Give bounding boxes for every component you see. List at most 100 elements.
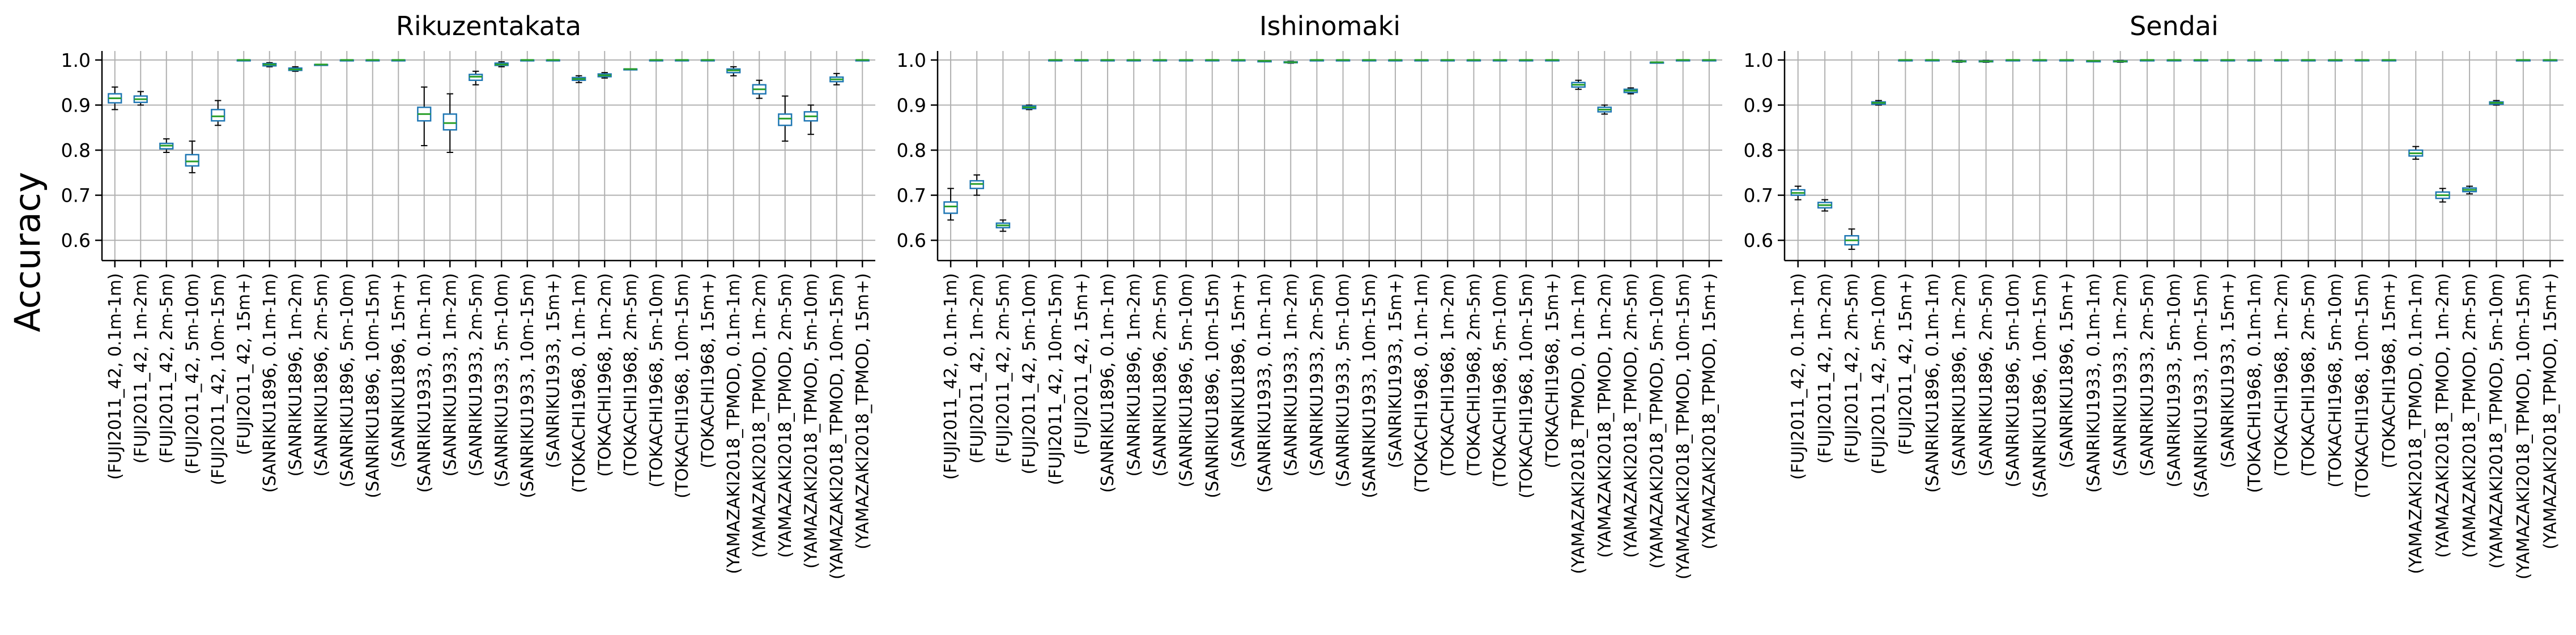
x-tick-label: (YAMAZAKI2018_TPMOD, 10m-15m) [827,273,847,579]
box-plot [2543,59,2558,62]
chart-panel: Ishinomaki 0.6 0.7 0.8 0.9 1.0 (FUJI2011_42, 0… [897,11,1722,579]
x-tick-label: (YAMAZAKI2018_TPMOD, 0.1m-1m) [724,273,744,574]
x-tick-label: (YAMAZAKI2018_TPMOD, 10m-15m) [2514,273,2534,579]
box-plot [1952,59,1967,63]
y-tick-label: 0.7 [61,185,91,207]
x-tick-label: (SANRIKU1933, 10m-15m) [2191,273,2211,498]
x-tick-label: (TOKACHI1968, 2m-5m) [621,273,641,477]
box-plot [365,59,380,62]
x-tick-label: (FUJI2011_42, 2m-5m) [1842,273,1862,463]
box-plot [546,59,560,62]
box-iqr [211,109,225,122]
box-plot [494,61,509,67]
x-tick-label: (TOKACHI1968, 15m+) [2379,273,2399,468]
box-plot [2139,59,2155,62]
x-tick-label: (SANRIKU1896, 5m-10m) [2003,273,2023,487]
box-plot [649,59,663,62]
box-plot [1204,59,1220,62]
box-plot [2408,146,2424,160]
y-tick-label: 0.9 [897,94,926,116]
x-tick-label: (TOKACHI1968, 5m-10m) [646,273,666,488]
chart-title: Sendai [2130,11,2219,41]
x-tick-label: (FUJI2011_42, 5m-10m) [182,273,202,474]
x-tick-label: (FUJI2011_42, 15m+) [1072,273,1092,455]
y-tick-label: 0.9 [1744,94,1773,116]
box-plot [2274,59,2289,62]
x-tick-label: (SANRIKU1933, 15m+) [1386,273,1406,468]
x-tick-label: (YAMAZAKI2018_TPMOD, 5m-10m) [1647,273,1667,569]
box-plot [1871,100,1887,106]
x-tick-label: (SANRIKU1933, 0.1m-1m) [2084,273,2104,493]
x-tick-label: (SANRIKU1933, 1m-2m) [440,273,460,476]
x-tick-label: (YAMAZAKI2018_TPMOD, 15m+) [2540,273,2560,549]
x-tick-label: (SANRIKU1896, 15m+) [2057,273,2077,468]
y-tick-label: 0.6 [897,229,926,252]
box-plot [2381,59,2396,62]
box-iqr [778,113,793,126]
figure-ylabel: Accuracy [7,172,48,332]
x-tick-label: (TOKACHI1968, 2m-5m) [2299,273,2319,477]
x-tick-label: (YAMAZAKI2018_TPMOD, 10m-15m) [1674,273,1693,579]
chart-panel: Rikuzentakata 0.6 0.7 0.8 0.9 1.0 (FUJI2011_42… [61,11,875,579]
y-tick-label: 0.8 [1744,139,1773,161]
x-tick-label: (YAMAZAKI2018_TPMOD, 0.1m-1m) [2406,273,2426,574]
box-plot [1924,59,1940,62]
box-plot [1545,59,1560,62]
x-tick-label: (SANRIKU1933, 2m-5m) [466,273,486,476]
x-tick-label: (TOKACHI1968, 10m-15m) [2352,273,2372,498]
x-tick-label: (SANRIKU1933, 2m-5m) [2138,273,2157,476]
x-tick-label: (FUJI2011_42, 0.1m-1m) [1789,273,1808,480]
y-tick-label: 0.8 [897,139,926,161]
box-plot [2301,59,2316,62]
x-tick-label: (TOKACHI1968, 1m-2m) [595,273,615,477]
x-tick-label: (FUJI2011_42, 5m-10m) [1020,273,1040,474]
box-plot [159,138,174,154]
x-tick-label: (SANRIKU1933, 0.1m-1m) [1255,273,1275,493]
box-plot [1335,59,1351,62]
box-plot [2086,60,2101,63]
x-tick-label: (FUJI2011_42, 0.1m-1m) [105,273,125,480]
box-plot [2005,59,2021,62]
box-plot [1817,199,1833,212]
x-tick-label: (TOKACHI1968, 0.1m-1m) [2245,273,2265,493]
box-plot [469,70,483,86]
box-plot [700,59,715,62]
box-plot [2166,59,2182,62]
x-tick-label: (SANRIKU1896, 1m-2m) [1124,273,1144,476]
x-tick-label: (SANRIKU1933, 5m-10m) [492,273,512,487]
x-tick-label: (SANRIKU1933, 10m-15m) [1360,273,1379,498]
box-plot [778,95,793,142]
x-tick-label: (SANRIKU1896, 5m-10m) [1177,273,1197,487]
box-plot [1414,59,1429,62]
y-tick-label: 1.0 [897,49,926,71]
box-plot [520,59,535,62]
box-plot [1021,104,1037,110]
box-plot [995,219,1011,232]
x-tick-label: (FUJI2011_42, 0.1m-1m) [941,273,961,480]
box-plot [1466,59,1481,62]
box-plot [2462,185,2477,195]
box-plot [339,59,354,62]
x-tick-label: (SANRIKU1896, 2m-5m) [1977,273,1996,476]
x-tick-label: (FUJI2011_42, 1m-2m) [967,273,987,463]
box-plot [572,75,586,83]
box-plot [623,68,638,71]
x-tick-label: (YAMAZAKI2018_TPMOD, 2m-5m) [776,273,795,558]
box-plot [969,174,985,196]
x-tick-label: (SANRIKU1896, 2m-5m) [312,273,331,476]
box-plot [1100,59,1115,62]
box-plot [1978,59,1994,63]
x-tick-label: (YAMAZAKI2018_TPMOD, 0.1m-1m) [1569,273,1589,574]
box-plot [597,72,612,79]
x-tick-label: (SANRIKU1933, 0.1m-1m) [415,273,435,493]
box-plot [1571,79,1586,90]
y-tick-label: 1.0 [1744,49,1773,71]
x-tick-label: (FUJI2011_42, 15m+) [234,273,254,455]
x-tick-label: (SANRIKU1933, 5m-10m) [2165,273,2185,487]
box-plot [2354,59,2370,62]
x-tick-label: (TOKACHI1968, 5m-10m) [2326,273,2345,488]
box-plot [1126,59,1142,62]
x-tick-label: (YAMAZAKI2018_TPMOD, 1m-2m) [2433,273,2453,558]
x-tick-label: (SANRIKU1896, 10m-15m) [363,273,383,498]
box-iqr [185,154,199,167]
